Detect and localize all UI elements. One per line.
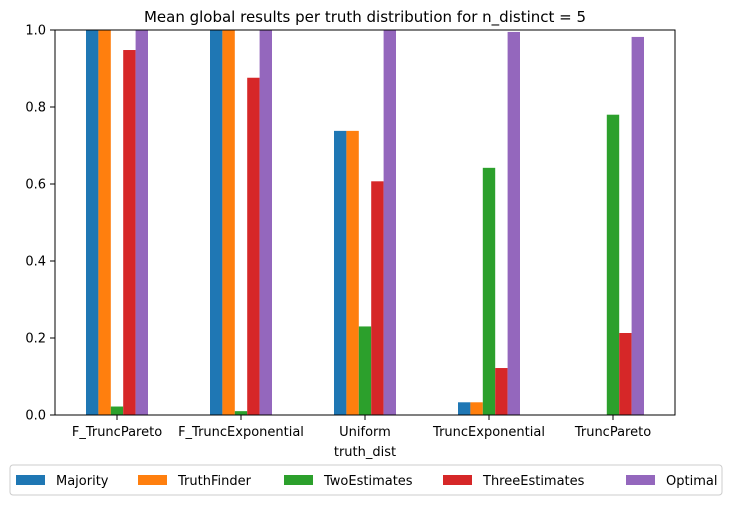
y-tick-label: 0.0 (25, 409, 46, 424)
legend-swatch-twoestimates (284, 475, 313, 485)
legend-label-truthfinder: TruthFinder (177, 474, 252, 489)
bar-optimal-uniform (383, 30, 396, 415)
bars-layer (86, 30, 644, 416)
y-tick-label: 0.6 (25, 178, 46, 193)
y-tick-label: 0.2 (25, 332, 46, 347)
legend: Majority TruthFinder TwoEstimates ThreeEsti… (9, 464, 723, 496)
bar-optimal-f-truncexponential (259, 30, 272, 415)
chart-title: Mean global results per truth distributi… (144, 8, 586, 27)
bar-majority-f-truncexponential (210, 30, 223, 415)
x-axis: F_TruncPareto F_TruncExponential Uniform Tr… (72, 415, 651, 440)
x-tick-label: TruncExponential (432, 425, 545, 440)
bar-threeestimates-uniform (371, 181, 384, 415)
y-tick-label: 0.8 (25, 101, 46, 116)
bar-twoestimates-truncpareto (606, 114, 620, 415)
legend-swatch-optimal (626, 475, 655, 485)
legend-label-majority: Majority (56, 474, 109, 489)
x-axis-label: truth_dist (334, 445, 396, 460)
bar-truthfinder-truncexponential (470, 402, 483, 415)
x-tick-label: F_TruncPareto (72, 425, 162, 440)
bar-threeestimates-f-truncexponential (247, 77, 260, 416)
legend-label-threeestimates: ThreeEstimates (482, 474, 585, 489)
legend-swatch-truthfinder (138, 475, 167, 485)
y-tick-label: 0.4 (25, 255, 46, 270)
legend-label-optimal: Optimal (666, 474, 717, 489)
bar-majority-uniform (334, 130, 347, 415)
x-tick-label: Uniform (339, 425, 391, 440)
legend-swatch-majority (16, 475, 45, 485)
bar-majority-f-truncpareto (86, 30, 99, 415)
bar-threeestimates-truncpareto (619, 332, 632, 415)
bar-optimal-f-truncpareto (135, 30, 148, 415)
y-tick-label: 1.0 (25, 24, 46, 39)
bar-twoestimates-f-truncpareto (110, 406, 124, 415)
bar-truthfinder-f-truncexponential (222, 30, 235, 415)
bar-optimal-truncexponential (507, 31, 520, 416)
bar-twoestimates-truncexponential (482, 167, 496, 415)
bar-threeestimates-f-truncpareto (123, 50, 136, 416)
bar-truthfinder-uniform (346, 130, 359, 415)
legend-swatch-threeestimates (443, 475, 472, 485)
legend-label-twoestimates: TwoEstimates (323, 474, 413, 489)
bar-truthfinder-f-truncpareto (98, 30, 111, 415)
x-tick-label: F_TruncExponential (178, 425, 304, 440)
x-tick-label: TruncPareto (574, 425, 651, 440)
bar-majority-truncexponential (458, 402, 471, 415)
legend-frame (9, 464, 723, 496)
bar-threeestimates-truncexponential (495, 368, 508, 415)
bar-optimal-truncpareto (631, 36, 644, 416)
y-axis: 0.0 0.2 0.4 0.6 0.8 1.0 (25, 24, 55, 424)
bar-twoestimates-uniform (358, 326, 372, 415)
bar-twoestimates-f-truncexponential (234, 411, 248, 415)
